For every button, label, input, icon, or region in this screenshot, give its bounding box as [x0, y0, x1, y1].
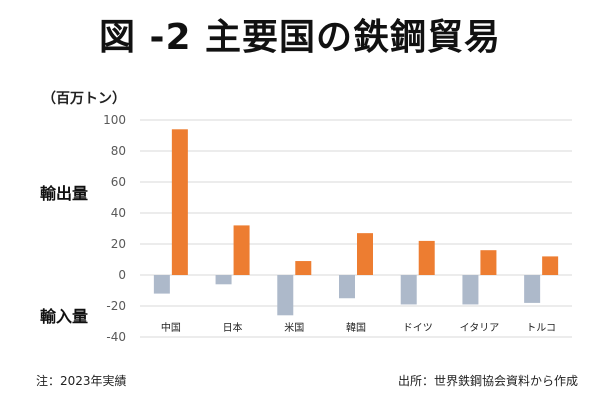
import-bar [277, 275, 294, 316]
y-tick-label: 0 [118, 268, 126, 282]
export-bar [171, 129, 188, 275]
y-tick-label: 80 [111, 144, 126, 158]
y-tick-label: -20 [106, 299, 126, 313]
import-label: 輸入量 [40, 307, 89, 326]
category-label: 中国 [161, 321, 181, 334]
category-label: 日本 [223, 321, 243, 334]
y-tick-label: -40 [106, 330, 126, 344]
export-bar [357, 233, 373, 275]
y-tick-label: 20 [111, 237, 126, 251]
import-bar [215, 275, 232, 285]
y-tick-label: 100 [103, 113, 126, 127]
import-bar [339, 275, 355, 299]
unit-label: （百万トン） [42, 91, 126, 107]
source-note: 出所：世界鉄鋼協会資料から作成 [397, 374, 578, 388]
export-bar [418, 240, 435, 275]
import-bar [153, 275, 170, 294]
import-bar [524, 275, 541, 303]
category-label: 米国 [284, 321, 304, 334]
category-label: ドイツ [403, 323, 433, 334]
export-label: 輸出量 [40, 184, 89, 203]
category-label: 韓国 [346, 322, 366, 334]
footnote: 注：2023年実績 [36, 374, 127, 388]
chart-title: 図 -2 主要国の鉄鋼貿易 [98, 17, 502, 58]
export-bar [480, 250, 497, 275]
category-label: トルコ [526, 323, 556, 334]
export-bar [295, 261, 312, 275]
import-bar [462, 275, 479, 305]
export-bar [233, 225, 250, 275]
export-bar [542, 256, 559, 275]
y-tick-label: 40 [111, 206, 126, 220]
y-tick-label: 60 [111, 175, 126, 189]
category-label: イタリア [460, 322, 500, 334]
import-bar [400, 275, 417, 305]
